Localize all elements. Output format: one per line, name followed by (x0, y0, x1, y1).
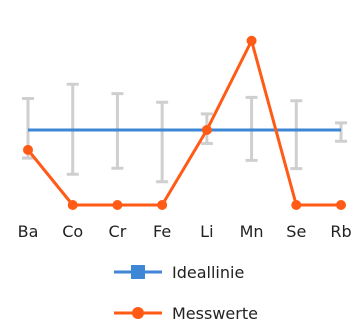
x-tick-label-fe: Fe (153, 222, 171, 241)
data-point-messwerte-ba (23, 144, 33, 155)
x-tick-label-ba: Ba (18, 222, 39, 241)
error-bar-rb (335, 121, 347, 143)
legend-label: Ideallinie (172, 263, 244, 282)
x-tick-label-cr: Cr (109, 222, 127, 241)
series-line-messwerte (26, 39, 341, 207)
legend-item-ideallinie: Ideallinie (114, 263, 244, 282)
data-point-messwerte-mn (246, 35, 257, 46)
error-bar-fe (156, 100, 169, 184)
legend-item-messwerte: Messwerte (114, 304, 258, 322)
error-bar-se (290, 99, 303, 171)
x-tick-label-rb: Rb (330, 222, 351, 241)
data-point-messwerte-cr (112, 200, 123, 210)
data-point-messwerte-co (67, 200, 78, 210)
legend-marker-circle (132, 307, 144, 319)
x-tick-label-co: Co (62, 222, 83, 241)
x-axis-tick-labels: Ba Co Cr Fe Li Mn Se Rb (18, 222, 352, 241)
series-lines (26, 39, 341, 207)
x-tick-label-se: Se (286, 222, 306, 241)
legend-marker-square (131, 265, 145, 279)
data-point-messwerte-li (201, 125, 212, 135)
series-markers (23, 35, 346, 210)
data-point-messwerte-fe (157, 200, 168, 210)
legend-label: Messwerte (172, 304, 258, 322)
data-point-messwerte-se (291, 200, 302, 210)
x-tick-label-li: Li (200, 222, 213, 241)
legend: Ideallinie Messwerte (114, 263, 258, 322)
data-point-messwerte-rb (336, 200, 346, 210)
x-tick-label-mn: Mn (240, 222, 264, 241)
